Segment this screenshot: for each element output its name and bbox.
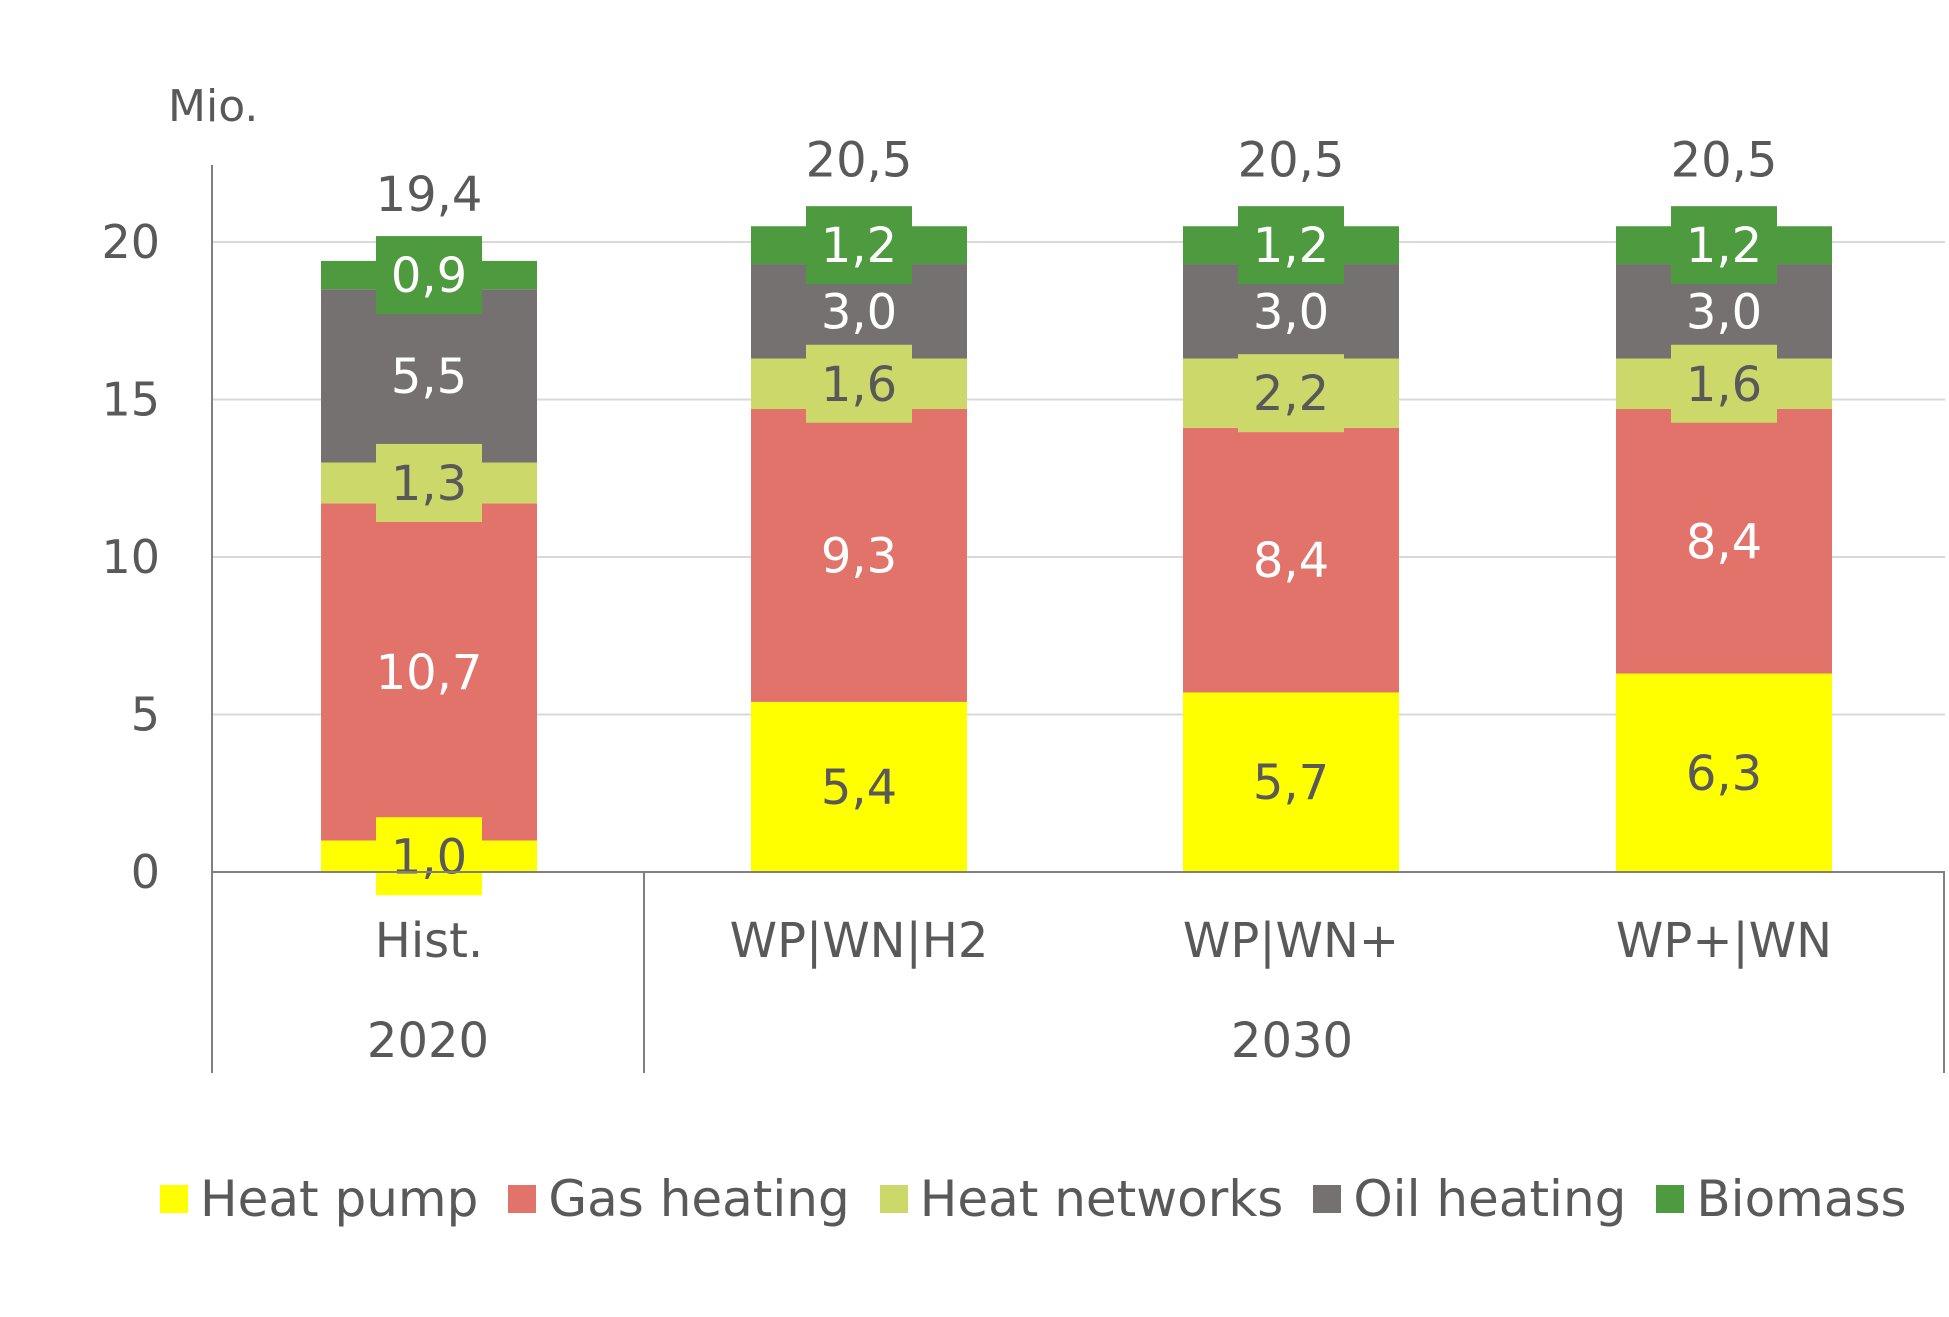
- data-label-background: [1671, 344, 1777, 423]
- data-label: 1,6: [821, 357, 897, 413]
- data-label: 3,0: [1253, 284, 1329, 340]
- legend-label: Oil heating: [1353, 1170, 1627, 1228]
- y-tick-label: 5: [131, 688, 160, 742]
- bar-segment-gas-heating: [751, 408, 967, 702]
- data-label: 6,3: [1686, 746, 1762, 802]
- legend-item: Gas heating: [508, 1170, 850, 1228]
- data-label-background: [1671, 733, 1777, 812]
- data-label: 1,0: [391, 829, 467, 885]
- chart-legend: Heat pump Gas heating Heat networks Oil hea…: [160, 1170, 1937, 1228]
- data-label-background: [376, 236, 482, 315]
- data-label: 9,3: [821, 528, 897, 584]
- legend-item: Oil heating: [1313, 1170, 1626, 1228]
- data-label: 3,0: [821, 284, 897, 340]
- bar-segment-oil-heating: [321, 289, 537, 463]
- legend-label: Heat pump: [200, 1170, 479, 1228]
- x-category-label: Hist.: [375, 913, 484, 969]
- y-tick-label: 0: [131, 845, 160, 899]
- data-label-background: [1238, 743, 1344, 822]
- legend-item: Heat pump: [160, 1170, 478, 1228]
- data-label: 5,5: [391, 349, 467, 405]
- data-label: 1,6: [1686, 357, 1762, 413]
- legend-swatch: [879, 1185, 908, 1213]
- data-label-background: [376, 443, 482, 522]
- legend-item: Heat networks: [879, 1170, 1284, 1228]
- bar-segment-gas-heating: [1183, 427, 1399, 693]
- total-label: 20,5: [806, 132, 913, 188]
- data-label-background: [806, 344, 912, 423]
- x-category-label: WP|WN+: [1183, 913, 1399, 969]
- legend-swatch: [160, 1185, 188, 1213]
- data-label-background: [1238, 206, 1344, 285]
- data-label-background: [806, 747, 912, 826]
- data-label: 8,4: [1686, 514, 1762, 570]
- data-label: 10,7: [376, 645, 483, 701]
- y-tick-label: 15: [101, 373, 160, 427]
- x-group-label: 2020: [367, 1013, 489, 1069]
- data-label: 1,2: [1686, 218, 1762, 274]
- data-label: 5,7: [1253, 755, 1329, 811]
- x-category-label: WP+|WN: [1616, 913, 1832, 969]
- bar-segment-gas-heating: [1616, 408, 1832, 674]
- data-label-background: [1671, 206, 1777, 285]
- data-label: 3,0: [1686, 284, 1762, 340]
- data-label: 2,2: [1253, 366, 1329, 422]
- y-tick-label: 20: [101, 215, 160, 269]
- data-label: 1,3: [391, 456, 467, 512]
- data-label: 1,2: [821, 218, 897, 274]
- x-category-label: WP|WN|H2: [730, 913, 989, 969]
- legend-swatch: [1313, 1185, 1342, 1213]
- data-label: 8,4: [1253, 533, 1329, 589]
- data-label: 5,4: [821, 760, 897, 816]
- y-tick-label: 10: [101, 530, 160, 584]
- data-label-background: [376, 817, 482, 896]
- bar-segment-gas-heating: [321, 503, 537, 841]
- legend-swatch: [508, 1185, 537, 1213]
- data-label-background: [806, 206, 912, 285]
- legend-swatch: [1656, 1185, 1685, 1213]
- legend-label: Gas heating: [548, 1170, 850, 1228]
- data-label-background: [1238, 354, 1344, 433]
- legend-label: Heat networks: [919, 1170, 1284, 1228]
- legend-label: Biomass: [1696, 1170, 1907, 1228]
- total-label: 20,5: [1238, 132, 1345, 188]
- data-label: 0,9: [391, 248, 467, 304]
- total-label: 19,4: [376, 167, 483, 223]
- legend-item: Biomass: [1656, 1170, 1907, 1228]
- data-label: 1,2: [1253, 218, 1329, 274]
- x-group-label: 2030: [1231, 1013, 1353, 1069]
- total-label: 20,5: [1671, 132, 1778, 188]
- y-axis-unit-label: Mio.: [168, 81, 258, 132]
